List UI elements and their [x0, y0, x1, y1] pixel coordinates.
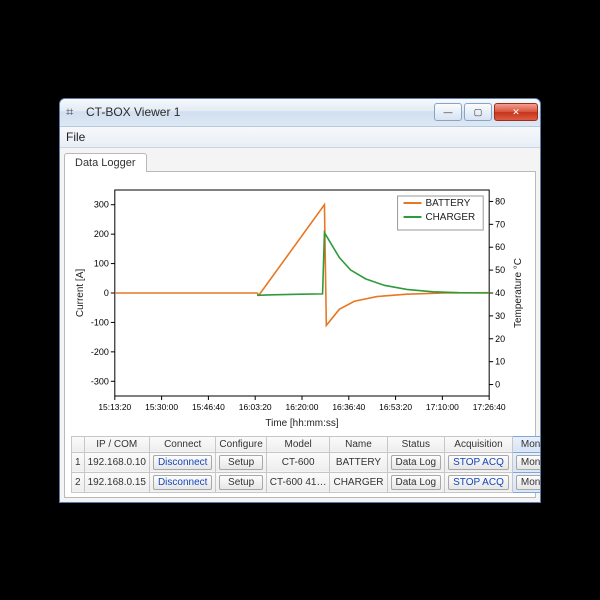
ip-cell: 192.168.0.10	[84, 452, 149, 472]
svg-text:15:46:40: 15:46:40	[192, 401, 225, 411]
monitor-button[interactable]: Monitor	[512, 452, 541, 472]
svg-text:Current [A]: Current [A]	[75, 268, 86, 317]
col-status: Status	[387, 436, 445, 452]
disconnect-button[interactable]: Disconnect	[149, 472, 215, 492]
tab-panel: -300 -200 -100 0 100 200 300 0 10 20 30 40 50 60 70 80 1…	[64, 171, 536, 498]
svg-text:15:13:20: 15:13:20	[98, 401, 131, 411]
svg-text:60: 60	[495, 242, 505, 252]
monitor-button[interactable]: Monitor	[512, 472, 541, 492]
svg-text:30: 30	[495, 310, 505, 320]
col-name: Name	[330, 436, 387, 452]
col-configure: Configure	[216, 436, 266, 452]
close-button[interactable]: ✕	[494, 103, 538, 121]
svg-text:80: 80	[495, 196, 505, 206]
menu-file[interactable]: File	[66, 130, 85, 144]
ip-cell: 192.168.0.15	[84, 472, 149, 492]
maximize-button[interactable]: ▢	[464, 103, 492, 121]
svg-text:15:30:00: 15:30:00	[145, 401, 178, 411]
svg-text:20: 20	[495, 333, 505, 343]
svg-text:0: 0	[104, 287, 109, 297]
app-window: ⌗ CT-BOX Viewer 1 — ▢ ✕ File Data Logger…	[59, 98, 541, 503]
col-connect: Connect	[149, 436, 215, 452]
svg-text:17:26:40: 17:26:40	[473, 401, 506, 411]
model-cell: CT-600	[266, 452, 330, 472]
svg-text:-100: -100	[91, 317, 109, 327]
svg-text:200: 200	[94, 229, 109, 239]
svg-text:40: 40	[495, 287, 505, 297]
table-row: 1192.168.0.10DisconnectSetupCT-600BATTER…	[72, 452, 542, 472]
col-ip-com: IP / COM	[84, 436, 149, 452]
setup-button[interactable]: Setup	[216, 452, 266, 472]
rownum: 1	[72, 452, 85, 472]
col-model: Model	[266, 436, 330, 452]
tab-data-logger[interactable]: Data Logger	[64, 153, 147, 172]
name-cell: CHARGER	[330, 472, 387, 492]
col-monitor: Monitor	[512, 436, 541, 452]
status-button[interactable]: Data Log	[387, 452, 445, 472]
svg-text:100: 100	[94, 258, 109, 268]
svg-text:CHARGER: CHARGER	[425, 211, 475, 222]
svg-text:16:53:20: 16:53:20	[379, 401, 412, 411]
rownum: 2	[72, 472, 85, 492]
svg-text:Temperature °C: Temperature °C	[513, 257, 524, 327]
svg-text:10: 10	[495, 356, 505, 366]
device-table: IP / COMConnectConfigureModelNameStatusA…	[71, 436, 541, 493]
setup-button[interactable]: Setup	[216, 472, 266, 492]
svg-text:BATTERY: BATTERY	[425, 197, 470, 208]
svg-text:16:36:40: 16:36:40	[332, 401, 365, 411]
chart: -300 -200 -100 0 100 200 300 0 10 20 30 40 50 60 70 80 1…	[71, 180, 529, 430]
acq-button[interactable]: STOP ACQ	[445, 472, 513, 492]
svg-text:-300: -300	[91, 376, 109, 386]
svg-text:50: 50	[495, 265, 505, 275]
svg-text:300: 300	[94, 199, 109, 209]
app-icon: ⌗	[66, 104, 82, 120]
name-cell: BATTERY	[330, 452, 387, 472]
svg-text:Time [hh:mm:ss]: Time [hh:mm:ss]	[265, 417, 338, 428]
svg-text:16:20:00: 16:20:00	[286, 401, 319, 411]
acq-button[interactable]: STOP ACQ	[445, 452, 513, 472]
titlebar[interactable]: ⌗ CT-BOX Viewer 1 — ▢ ✕	[60, 99, 540, 127]
svg-text:0: 0	[495, 379, 500, 389]
svg-text:70: 70	[495, 219, 505, 229]
status-button[interactable]: Data Log	[387, 472, 445, 492]
svg-text:17:10:00: 17:10:00	[426, 401, 459, 411]
svg-text:16:03:20: 16:03:20	[239, 401, 272, 411]
window-title: CT-BOX Viewer 1	[86, 105, 432, 119]
disconnect-button[interactable]: Disconnect	[149, 452, 215, 472]
svg-text:-200: -200	[91, 346, 109, 356]
menubar: File	[60, 127, 540, 148]
model-cell: CT-600 41…	[266, 472, 330, 492]
col-acquisition: Acquisition	[445, 436, 513, 452]
minimize-button[interactable]: —	[434, 103, 462, 121]
table-row: 2192.168.0.15DisconnectSetupCT-600 41…CH…	[72, 472, 542, 492]
